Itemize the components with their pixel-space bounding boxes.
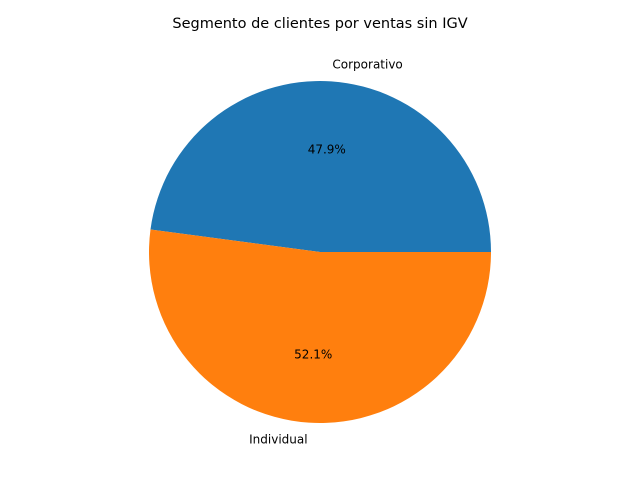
chart-title: Segmento de clientes por ventas sin IGV: [172, 16, 467, 32]
pie-slice-corporativo: [150, 81, 492, 253]
slice-label-corporativo: Corporativo: [332, 57, 402, 71]
pie-slice-individual: [149, 229, 491, 424]
slice-percent-individual: 52.1%: [294, 347, 332, 361]
slice-percent-corporativo: 47.9%: [308, 143, 346, 157]
slice-label-individual: Individual: [249, 433, 307, 447]
